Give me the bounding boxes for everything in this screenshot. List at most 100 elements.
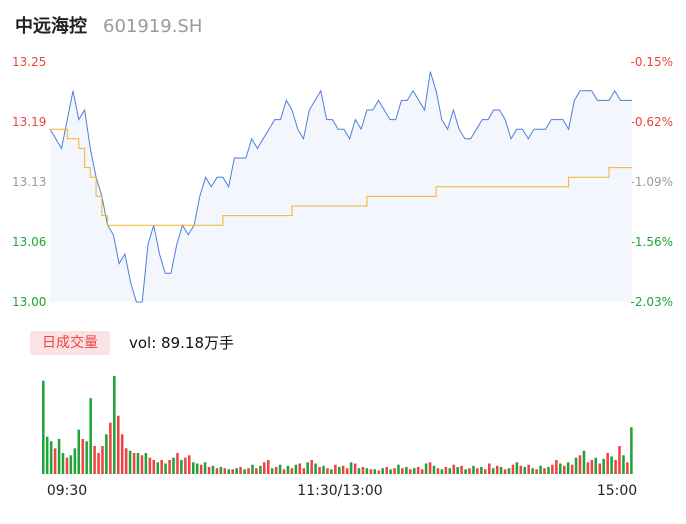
volume-bar <box>223 468 227 474</box>
volume-bar <box>369 469 373 474</box>
volume-bar <box>203 462 207 474</box>
volume-bar <box>499 467 503 474</box>
volume-bar <box>456 467 459 474</box>
x-axis-tick-label: 15:00 <box>597 483 637 499</box>
volume-bar <box>164 463 167 474</box>
volume-bar <box>503 469 507 474</box>
y-left-tick-label: 13.13 <box>12 175 46 189</box>
chart-header: 中远海控 601919.SH <box>15 12 202 40</box>
y-right-tick-label: -0.15% <box>631 55 673 69</box>
volume-bar <box>578 455 582 474</box>
volume-bar <box>318 467 321 474</box>
stock-code: 601919.SH <box>103 16 203 37</box>
volume-bar <box>239 467 242 474</box>
volume-bar <box>341 465 345 474</box>
volume-bar <box>77 429 81 474</box>
volume-bar <box>109 422 112 474</box>
volume-bar <box>551 464 554 474</box>
volume-bar <box>602 458 605 474</box>
volume-bar <box>235 468 238 474</box>
volume-bar <box>211 465 215 474</box>
volume-bar <box>365 468 369 474</box>
volume-bar <box>93 446 96 474</box>
volume-bar <box>263 462 266 474</box>
volume-bar <box>547 467 550 474</box>
volume-bar <box>515 462 519 474</box>
volume-bar <box>570 464 574 474</box>
volume-total: vol: 89.18万手 <box>129 334 234 352</box>
volume-bar <box>140 455 144 474</box>
volume-bar <box>409 469 412 474</box>
volume-bar <box>326 468 329 474</box>
price-area <box>50 71 632 302</box>
volume-bar <box>132 453 136 474</box>
volume-bar <box>618 446 621 474</box>
volume-bar <box>535 469 538 474</box>
volume-bar <box>124 448 128 474</box>
volume-bar <box>440 469 444 474</box>
volume-tag[interactable]: 日成交量 <box>30 331 110 355</box>
volume-bar <box>49 441 53 474</box>
volume-bar <box>428 462 432 474</box>
volume-bar <box>199 464 203 474</box>
volume-bar <box>85 441 88 474</box>
volume-bar <box>168 460 171 474</box>
volume-bar <box>381 468 384 474</box>
volume-bar <box>302 468 306 474</box>
volume-bar <box>207 467 211 474</box>
x-axis-tick-label: 09:30 <box>47 483 87 499</box>
volume-bar <box>338 467 341 474</box>
volume-bar <box>322 465 325 474</box>
y-left-tick-label: 13.06 <box>12 235 46 249</box>
volume-bar <box>267 460 270 474</box>
volume-bar <box>294 464 298 474</box>
volume-bar <box>480 467 483 474</box>
volume-bar <box>574 457 578 474</box>
volume-bar <box>586 462 590 474</box>
volume-bar <box>61 453 65 474</box>
volume-bar <box>128 450 132 474</box>
volume-bar <box>543 468 546 474</box>
volume-bar <box>626 462 629 474</box>
volume-bar <box>255 468 258 474</box>
volume-bar <box>527 464 530 474</box>
volume-bar <box>73 448 77 474</box>
y-right-tick-label: -2.03% <box>631 295 673 309</box>
volume-bar <box>45 436 49 474</box>
volume-bar <box>566 462 570 474</box>
volume-bar <box>195 463 199 474</box>
volume-bar <box>484 469 487 474</box>
y-right-tick-label: -1.09% <box>631 175 673 189</box>
volume-bar <box>563 465 566 474</box>
volume-bar <box>156 462 160 474</box>
volume-bar <box>247 468 250 474</box>
volume-bar <box>57 439 61 474</box>
volume-bar <box>416 467 420 474</box>
price-line <box>49 71 632 303</box>
volume-bar <box>117 415 120 474</box>
volume-bar <box>89 398 92 474</box>
volume-bar <box>274 467 278 474</box>
volume-bar <box>519 465 523 474</box>
volume-bar <box>405 467 408 474</box>
y-right-tick-label: -0.62% <box>631 115 673 129</box>
volume-bar <box>401 468 404 474</box>
volume-bar <box>555 460 558 474</box>
volume-bar <box>393 468 396 474</box>
volume-bar <box>105 434 108 474</box>
volume-bar <box>476 468 479 474</box>
volume-bar <box>180 460 183 474</box>
volume-bar <box>353 463 357 474</box>
volume-bar <box>192 462 195 474</box>
volume-bar <box>539 465 542 474</box>
y-right-tick-label: -1.56% <box>631 235 673 249</box>
volume-bar <box>81 439 85 474</box>
volume-bar <box>219 467 223 474</box>
volume-bar <box>42 380 45 474</box>
volume-bar <box>176 453 179 474</box>
volume-bar <box>65 457 69 474</box>
volume-bar <box>310 460 313 474</box>
volume-bar <box>523 467 527 474</box>
y-left-tick-label: 13.19 <box>12 115 46 129</box>
